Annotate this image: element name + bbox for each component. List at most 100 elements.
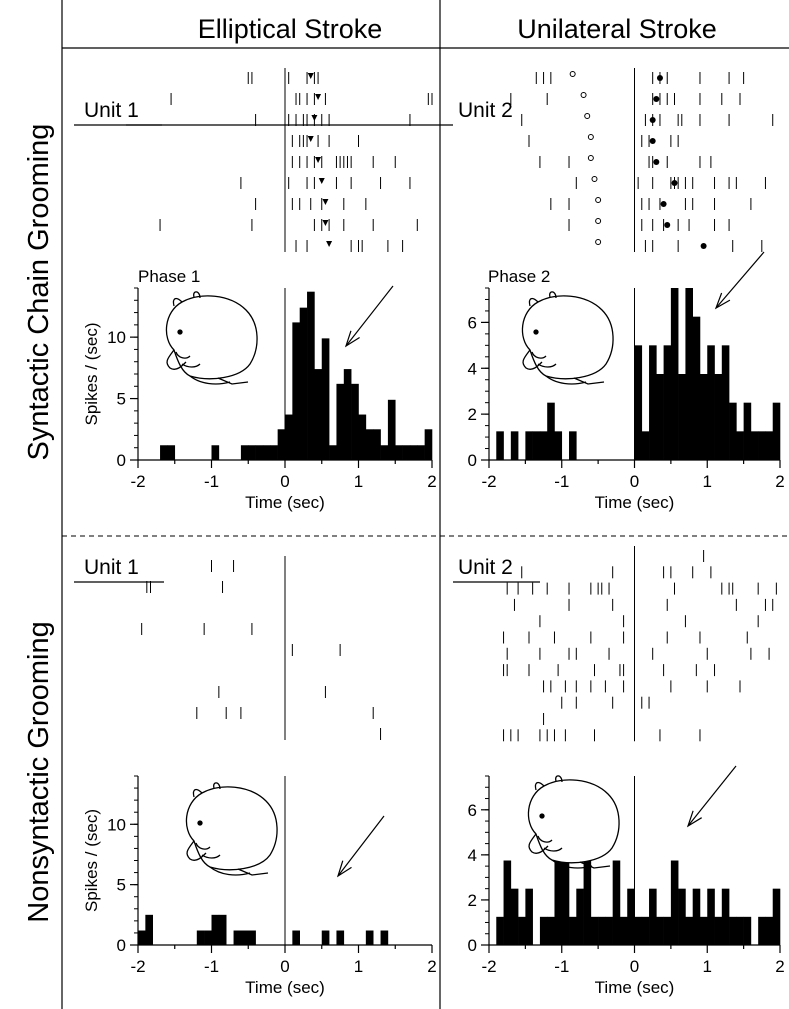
histogram-bar [743,916,752,945]
histogram-bar [569,431,577,460]
histogram-bar [314,369,323,460]
histogram-bar [380,445,389,460]
histogram-bar [569,916,577,945]
histogram-bar [248,445,256,460]
y-tick-label: 6 [468,313,477,332]
histogram-bar [299,307,308,460]
histogram-bar [255,445,264,460]
raster-end-marker [318,178,325,184]
rat-grooming-icon [165,291,258,385]
histogram-bar [292,322,300,460]
raster-end-marker [660,201,667,207]
histogram-bar [329,445,337,460]
histogram-bar [641,916,650,945]
raster-start-marker [569,71,576,77]
histogram-bar [218,914,227,945]
histogram-bar [277,429,286,460]
histogram-bar [240,445,249,460]
histogram-bar [649,345,657,460]
histogram-bar [576,888,584,945]
raster-end-marker [649,117,656,123]
raster-end-marker [307,136,314,142]
histogram-bar [525,888,533,945]
arrow-icon [344,285,394,348]
x-tick-label: 0 [630,957,639,976]
x-tick-label: 1 [703,957,712,976]
histogram-bar [736,916,744,945]
histogram-bar [692,316,701,460]
histogram-bar [663,916,672,945]
histogram-bar [554,860,563,945]
histogram-bar [598,916,606,945]
histogram-bar [772,402,781,460]
histogram-bar [532,431,541,460]
histogram-bar [204,930,212,945]
row-header-syntactic: Syntactic Chain Grooming [23,124,55,461]
histogram-bar [402,445,411,460]
histogram-bar [424,429,433,460]
raster-start-marker [595,239,602,245]
histogram-bar [248,930,256,945]
histogram-bar [765,431,774,460]
raster-start-marker [595,197,602,203]
y-tick-label: 10 [107,815,126,834]
raster-end-marker [315,94,322,100]
histogram-bar [321,338,330,460]
x-axis-label: Time (sec) [245,978,325,997]
row-header-nonsyntactic: Nonsyntactic Grooming [23,621,55,922]
histogram-bar [685,916,693,945]
histogram-bar [211,914,220,945]
x-tick-label: 1 [354,472,363,491]
y-tick-label: 5 [117,876,126,895]
histogram-bar [270,445,278,460]
x-tick-label: -1 [554,472,569,491]
unit-label: Unit 1 [84,99,139,122]
histogram-bar [387,399,396,460]
histogram-bar [765,916,774,945]
arrow-icon [336,815,385,878]
histogram-bar [729,402,737,460]
panel-nonsyntactic-unilateral: Unit 2 0 2 4 6 -2 -1 0 1 2 Time (sec) [453,546,785,997]
x-tick-label: -2 [481,957,496,976]
y-tick-label: 0 [117,936,126,955]
histogram-bar [670,288,679,460]
raster-start-marker [580,92,587,98]
raster-start-marker [584,113,591,119]
grid-frame [61,0,789,1009]
histogram-bar [554,431,563,460]
y-tick-label: 4 [468,359,477,378]
x-tick-label: 0 [630,472,639,491]
x-tick-label: 2 [775,472,784,491]
histogram-bar [649,888,657,945]
x-tick-label: 1 [354,957,363,976]
histogram-bar [496,916,504,945]
y-tick-label: 0 [468,936,477,955]
y-tick-label: 5 [117,390,126,409]
histogram-bar [678,888,686,945]
histogram-bar [409,445,418,460]
x-tick-label: 1 [703,472,712,491]
raster-end-marker [700,243,707,249]
raster-end-marker [653,159,660,165]
histogram-bar [539,431,548,460]
histogram-bar [351,383,359,460]
y-tick-label: 2 [468,405,477,424]
panel-syntactic-elliptical: Unit 1 Phase 1 0 5 10 -2 -1 0 1 2 Time (sec) Spikes… [74,68,437,512]
histogram-bar [663,345,672,460]
histogram-bar [138,930,146,945]
rat-grooming-icon [521,291,614,385]
histogram-bar [707,345,715,460]
raster-start-marker [587,134,594,140]
histogram-bar [292,930,300,945]
x-tick-label: 0 [280,957,289,976]
histogram-bar [160,445,168,460]
histogram-bar [736,431,744,460]
histogram-bar [240,930,249,945]
x-tick-label: 2 [427,957,436,976]
histogram-bar [699,916,708,945]
histogram-bar [233,930,242,945]
histogram-bar [380,930,389,945]
histogram-bar [685,288,693,460]
histogram-bar [417,445,425,460]
